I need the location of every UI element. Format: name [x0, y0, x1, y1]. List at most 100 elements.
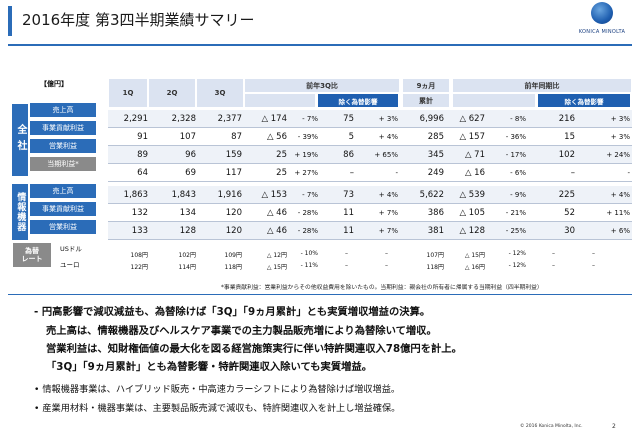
cell-diff-3q: △ 15円: [266, 264, 287, 271]
cell-pct-cum: - 12%: [508, 262, 526, 269]
cell-pct-3q: - 10%: [300, 250, 318, 257]
cell-pct-3q: - 28%: [297, 227, 318, 235]
group-label-total: 全社: [12, 104, 28, 176]
cell-q3: 109円: [224, 252, 242, 259]
cell-q3: 118円: [224, 264, 242, 271]
cell-pct-3q: - 11%: [300, 262, 318, 269]
bullet-line-2: 売上高は、情報機器及びヘルスケア事業での主力製品販売増により為替除いて増収。: [46, 325, 437, 337]
col-header-yoy-cum-blank: [452, 93, 536, 108]
cell-q2: 134: [179, 208, 196, 218]
cell-excl-pct-3q: + 4%: [378, 191, 398, 199]
cell-excl-3q: 11: [343, 208, 354, 218]
cell-cum: 6,996: [419, 114, 444, 124]
cell-excl-cum: –: [552, 262, 555, 269]
cell-pct-cum: - 12%: [508, 250, 526, 257]
table-row-bg: [108, 146, 632, 164]
cell-excl-3q: –: [345, 262, 348, 269]
row-label-info-business-profit: 事業貢献利益: [30, 202, 96, 216]
table-row-bg: [108, 110, 632, 128]
cell-excl-pct-3q: -: [395, 169, 398, 177]
cell-excl-cum: –: [570, 168, 575, 178]
cell-q1: 122円: [130, 264, 148, 271]
cell-q2: 96: [185, 150, 196, 160]
cell-pct-3q: + 27%: [294, 169, 318, 177]
cell-pct-cum: - 25%: [505, 227, 526, 235]
col-header-yoy3q: 前年3Q比: [244, 78, 400, 93]
cell-excl-pct-cum: -: [627, 169, 630, 177]
cell-excl-pct-cum: + 3%: [610, 115, 630, 123]
row-label-info-sales: 売上高: [30, 184, 96, 198]
cell-cum: 5,622: [419, 190, 444, 200]
col-header-excl-fx-2: 除く為替影響: [538, 94, 630, 107]
globe-icon: [591, 2, 613, 24]
cell-q3: 87: [231, 132, 242, 142]
table-row-bg: [108, 204, 632, 222]
cell-excl-cum: 52: [564, 208, 575, 218]
page-title: 2016年度 第3四半期業績サマリー: [22, 11, 255, 29]
col-header-q1: 1Q: [108, 78, 148, 108]
cell-q3: 159: [225, 150, 242, 160]
cell-excl-3q: –: [349, 168, 354, 178]
logo-text: KONICA MINOLTA: [578, 29, 626, 35]
cell-cum: 345: [427, 150, 444, 160]
footnote: *事業貢献利益：営業利益からその他収益費用を除いたもの。当期利益：親会社の所有者…: [221, 285, 543, 291]
col-header-q3: 3Q: [196, 78, 244, 108]
cell-diff-3q: △ 174: [261, 114, 287, 124]
row-label-info-operating-profit: 営業利益: [30, 220, 96, 234]
cell-excl-pct-3q: + 3%: [378, 115, 398, 123]
cell-q1: 64: [137, 168, 148, 178]
cell-excl-3q: 75: [343, 114, 354, 124]
cell-excl-pct-3q: + 4%: [378, 133, 398, 141]
cell-excl-cum: 30: [564, 226, 575, 236]
cell-pct-cum: - 36%: [505, 133, 526, 141]
company-logo: KONICA MINOLTA: [574, 2, 630, 44]
page-number: 2: [612, 423, 616, 430]
cell-diff-cum: △ 15円: [464, 252, 485, 259]
table-row-bg: [108, 186, 632, 204]
cell-excl-cum: 216: [558, 114, 575, 124]
cell-q2: 114円: [178, 264, 196, 271]
cell-pct-cum: - 17%: [505, 151, 526, 159]
row-label-business-profit: 事業貢献利益: [30, 121, 96, 135]
cell-pct-3q: - 7%: [302, 191, 318, 199]
table-row-bg: [108, 222, 632, 240]
table-row-bg: [108, 164, 632, 182]
col-header-nine-months: 9ヵ月: [402, 78, 450, 93]
cell-excl-pct-3q: –: [385, 250, 388, 257]
group-label-info: 情報機器: [12, 184, 28, 240]
cell-q1: 133: [131, 226, 148, 236]
cell-q3: 120: [225, 208, 242, 218]
group-label-total-text: 全社: [15, 124, 26, 156]
cell-excl-cum: 15: [564, 132, 575, 142]
cell-q1: 132: [131, 208, 148, 218]
cell-diff-3q: 25: [276, 168, 287, 178]
title-divider: [8, 44, 632, 46]
cell-diff-cum: △ 128: [459, 226, 485, 236]
cell-cum: 249: [427, 168, 444, 178]
cell-excl-pct-cum: –: [592, 250, 595, 257]
cell-q2: 102円: [178, 252, 196, 259]
cell-pct-cum: - 21%: [505, 209, 526, 217]
cell-diff-cum: △ 71: [464, 150, 485, 160]
cell-diff-cum: △ 627: [459, 114, 485, 124]
cell-diff-cum: △ 157: [459, 132, 485, 142]
cell-cum: 285: [427, 132, 444, 142]
cell-q1: 89: [137, 150, 148, 160]
cell-cum: 107円: [426, 252, 444, 259]
cell-excl-pct-cum: + 6%: [610, 227, 630, 235]
cell-q3: 2,377: [217, 114, 242, 124]
fx-rate-label: 為替 レート: [13, 243, 51, 267]
cell-excl-3q: 86: [343, 150, 354, 160]
cell-diff-3q: △ 12円: [266, 252, 287, 259]
section-divider: [8, 294, 632, 295]
fx-rate-label-line2: レート: [21, 255, 43, 263]
cell-q2: 128: [179, 226, 196, 236]
table-row-bg: [108, 128, 632, 146]
bullet-line-4: 「3Q」「9ヵ月累計」とも為替影響・特許関連収入除いても実質増益。: [46, 361, 373, 373]
row-label-sales: 売上高: [30, 103, 96, 117]
cell-q3: 120: [225, 226, 242, 236]
copyright: © 2016 Konica Minolta, Inc.: [520, 424, 583, 429]
col-header-q2: 2Q: [148, 78, 196, 108]
cell-q1: 108円: [130, 252, 148, 259]
bullet-line-1: - 円高影響で減収減益も、為替除けば「3Q」「9ヵ月累計」とも実質増収増益の決算…: [34, 306, 431, 318]
